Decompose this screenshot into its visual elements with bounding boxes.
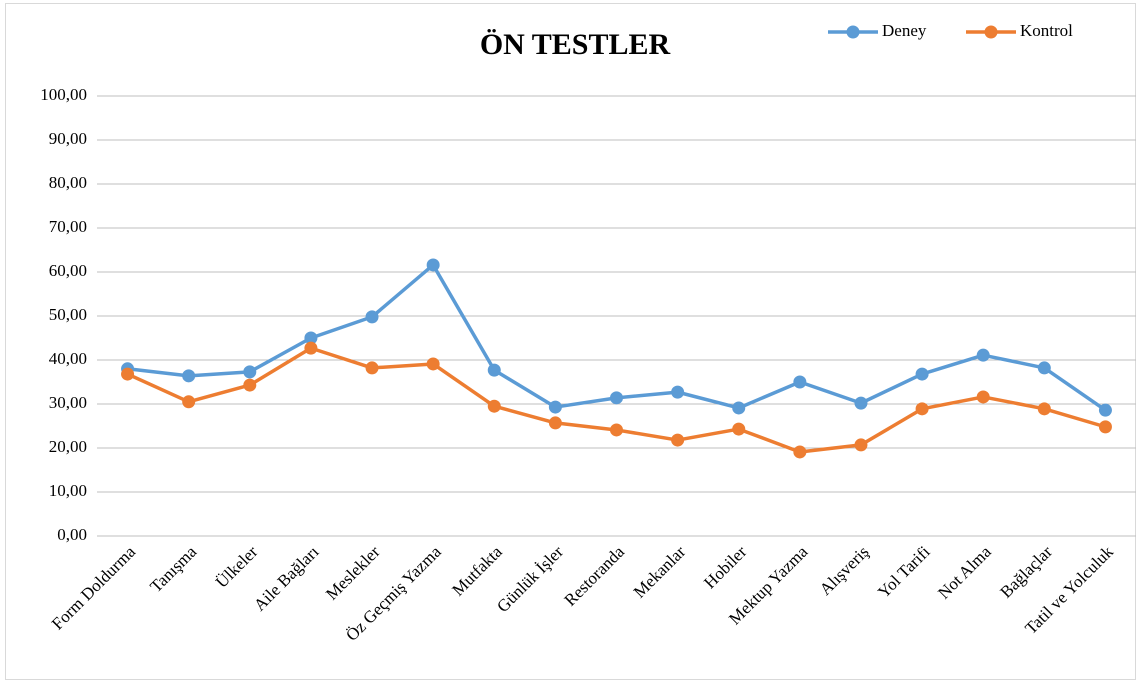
y-tick-label: 80,00 bbox=[49, 173, 87, 192]
legend-label: Deney bbox=[882, 21, 927, 40]
marker bbox=[487, 399, 501, 413]
marker bbox=[304, 341, 318, 355]
y-tick-label: 100,00 bbox=[40, 85, 87, 104]
marker bbox=[426, 357, 440, 371]
marker bbox=[671, 433, 685, 447]
y-tick-label: 50,00 bbox=[49, 305, 87, 324]
marker bbox=[732, 422, 746, 436]
marker bbox=[548, 416, 562, 430]
legend-marker bbox=[984, 25, 998, 39]
marker bbox=[915, 367, 929, 381]
y-tick-label: 30,00 bbox=[49, 393, 87, 412]
marker bbox=[854, 438, 868, 452]
y-tick-label: 40,00 bbox=[49, 349, 87, 368]
marker bbox=[976, 390, 990, 404]
marker bbox=[976, 348, 990, 362]
marker bbox=[732, 401, 746, 415]
marker bbox=[304, 331, 318, 345]
y-tick-label: 60,00 bbox=[49, 261, 87, 280]
y-tick-label: 0,00 bbox=[57, 525, 87, 544]
marker bbox=[1098, 403, 1112, 417]
marker bbox=[793, 445, 807, 459]
marker bbox=[610, 391, 623, 405]
marker bbox=[243, 365, 257, 379]
chart-border bbox=[5, 3, 1136, 680]
marker bbox=[1098, 420, 1112, 434]
marker bbox=[365, 310, 379, 324]
y-tick-label: 10,00 bbox=[49, 481, 87, 500]
marker bbox=[793, 375, 807, 389]
y-tick-label: 90,00 bbox=[49, 129, 87, 148]
y-tick-label: 20,00 bbox=[49, 437, 87, 456]
marker bbox=[548, 400, 562, 414]
marker bbox=[1037, 361, 1051, 375]
marker bbox=[182, 369, 196, 383]
legend-label: Kontrol bbox=[1020, 21, 1073, 40]
marker bbox=[182, 395, 196, 409]
marker bbox=[854, 396, 868, 410]
marker bbox=[426, 258, 440, 272]
marker bbox=[487, 363, 501, 377]
marker bbox=[243, 378, 257, 392]
marker bbox=[915, 402, 929, 416]
marker bbox=[121, 367, 135, 381]
marker bbox=[1037, 402, 1051, 416]
marker bbox=[610, 423, 623, 437]
legend-marker bbox=[846, 25, 860, 39]
marker bbox=[365, 361, 379, 375]
marker bbox=[671, 385, 685, 399]
y-tick-label: 70,00 bbox=[49, 217, 87, 236]
chart-title: ÖN TESTLER bbox=[480, 28, 671, 61]
